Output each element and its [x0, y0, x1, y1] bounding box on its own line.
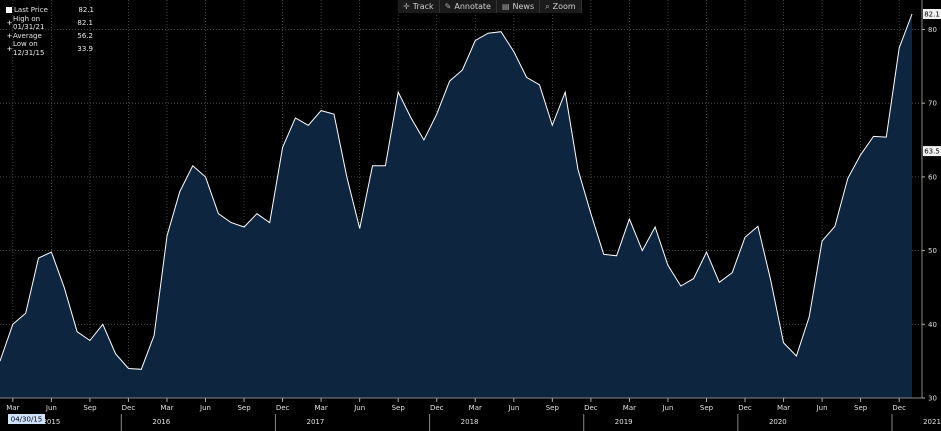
news-icon: ▤ — [501, 2, 510, 11]
y-tick-label: 80 — [928, 26, 937, 34]
y-tick-label: 50 — [928, 247, 937, 255]
x-tick-label: Sep — [83, 404, 97, 412]
x-tick-label: Mar — [469, 404, 482, 412]
x-tick-label: Sep — [700, 404, 714, 412]
year-label: 2016 — [152, 418, 170, 426]
x-tick-label: Mar — [315, 404, 328, 412]
zoom-button[interactable]: ⌕ Zoom — [540, 0, 582, 13]
year-label: 2021 — [923, 418, 941, 426]
x-tick-label: Mar — [160, 404, 173, 412]
x-tick-label: Jun — [353, 404, 365, 412]
x-tick-label: Dec — [122, 404, 136, 412]
plus-icon: + — [6, 31, 13, 40]
year-label: 2020 — [769, 418, 787, 426]
news-button[interactable]: ▤ News — [497, 0, 541, 13]
x-tick-label: Dec — [276, 404, 290, 412]
legend-item-low[interactable]: + Low on 12/31/15 33.9 — [6, 40, 93, 57]
plus-icon: + — [6, 18, 13, 27]
value-tags: 82.1 63.5 04/30/15 — [8, 9, 941, 424]
year-label: 2015 — [42, 418, 60, 426]
y-tick-label: 30 — [928, 395, 937, 403]
y-tick-label: 70 — [928, 100, 937, 108]
chart-legend: Last Price 82.1 + High on 01/31/21 82.1 … — [6, 6, 94, 58]
x-tick-label: Sep — [546, 404, 560, 412]
x-tick-label: Mar — [623, 404, 636, 412]
x-tick-label: Jun — [661, 404, 673, 412]
x-tick-label: Sep — [854, 404, 868, 412]
x-tick-label: Jun — [199, 404, 211, 412]
y-tick-label: 40 — [928, 321, 937, 329]
x-tick-label: Mar — [777, 404, 790, 412]
legend-item-average[interactable]: + Average 56.2 — [6, 31, 93, 40]
x-tick-label: Jun — [816, 404, 828, 412]
price-area — [0, 14, 912, 398]
last-price-tag: 82.1 — [923, 9, 941, 20]
crosshair-icon: ✛ — [403, 2, 410, 11]
year-label: 2018 — [461, 418, 479, 426]
svg-text:82.1: 82.1 — [924, 11, 940, 19]
price-line — [0, 13, 913, 370]
x-tick-label: Dec — [430, 404, 444, 412]
svg-text:04/30/15: 04/30/15 — [11, 416, 42, 424]
x-tick-label: Dec — [738, 404, 752, 412]
x-tick-label: Sep — [237, 404, 251, 412]
chart-toolbar: ✛ Track ✎ Annotate ▤ News ⌕ Zoom — [398, 0, 582, 13]
legend-item-last-price[interactable]: Last Price 82.1 — [6, 6, 94, 15]
svg-text:63.5: 63.5 — [924, 148, 940, 156]
pencil-icon: ✎ — [444, 2, 452, 11]
x-tick-label: Sep — [392, 404, 406, 412]
x-axis: Mar Jun Sep Dec Mar Jun Sep Dec Mar Jun Sep Dec Mar J… — [0, 397, 941, 431]
magnifier-icon: ⌕ — [545, 1, 550, 11]
x-tick-label: Jun — [45, 404, 57, 412]
x-tick-label: Dec — [892, 404, 906, 412]
start-date-tag: 04/30/15 — [8, 414, 45, 424]
annotate-button[interactable]: ✎ Annotate — [440, 0, 497, 13]
y-tick-label: 60 — [928, 173, 937, 181]
x-tick-label: Mar — [6, 404, 19, 412]
track-button[interactable]: ✛ Track — [398, 0, 440, 13]
year-label: 2017 — [307, 418, 325, 426]
x-tick-label: Dec — [584, 404, 598, 412]
y-axis: 30 40 50 60 70 80 — [921, 0, 937, 403]
plus-icon: + — [6, 44, 13, 53]
secondary-value-tag: 63.5 — [923, 146, 941, 157]
square-icon — [6, 7, 12, 14]
legend-item-high[interactable]: + High on 01/31/21 82.1 — [6, 14, 93, 32]
x-tick-label: Jun — [507, 404, 519, 412]
year-label: 2019 — [615, 418, 633, 426]
